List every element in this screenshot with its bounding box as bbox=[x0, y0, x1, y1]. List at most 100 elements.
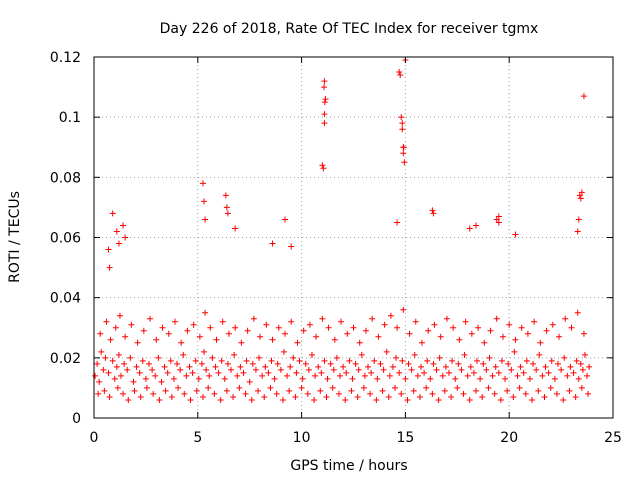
data-point bbox=[318, 369, 325, 376]
data-point bbox=[458, 366, 465, 373]
data-point bbox=[575, 216, 582, 223]
data-point bbox=[319, 162, 326, 169]
data-point bbox=[321, 84, 328, 91]
data-point bbox=[133, 363, 140, 370]
data-point bbox=[385, 393, 392, 400]
data-point bbox=[217, 396, 224, 403]
data-point bbox=[520, 369, 527, 376]
data-point bbox=[189, 369, 196, 376]
data-point bbox=[461, 351, 468, 358]
data-point bbox=[495, 369, 502, 376]
data-point bbox=[321, 99, 328, 106]
data-point bbox=[100, 366, 107, 373]
data-point bbox=[223, 387, 230, 394]
data-point bbox=[560, 396, 567, 403]
data-point bbox=[398, 114, 405, 121]
data-point bbox=[329, 384, 336, 391]
data-point bbox=[398, 390, 405, 397]
data-point bbox=[475, 324, 482, 331]
data-point bbox=[584, 372, 591, 379]
data-point bbox=[180, 351, 187, 358]
data-point bbox=[224, 360, 231, 367]
data-point bbox=[554, 360, 561, 367]
data-point bbox=[279, 396, 286, 403]
data-point bbox=[116, 312, 123, 319]
data-point bbox=[315, 363, 322, 370]
data-point bbox=[365, 363, 372, 370]
data-point bbox=[524, 330, 531, 337]
data-point bbox=[436, 354, 443, 361]
data-point bbox=[522, 390, 529, 397]
data-point bbox=[97, 330, 104, 337]
data-point bbox=[311, 396, 318, 403]
data-point bbox=[578, 384, 585, 391]
data-point bbox=[244, 327, 251, 334]
data-point bbox=[340, 363, 347, 370]
data-point bbox=[313, 333, 320, 340]
data-point bbox=[142, 375, 149, 382]
data-point bbox=[215, 369, 222, 376]
data-point bbox=[324, 375, 331, 382]
data-point bbox=[331, 336, 338, 343]
data-point bbox=[441, 387, 448, 394]
data-point bbox=[576, 192, 583, 199]
data-point bbox=[187, 396, 194, 403]
data-point bbox=[305, 366, 312, 373]
data-point bbox=[368, 369, 375, 376]
data-point bbox=[302, 360, 309, 367]
data-point bbox=[114, 384, 121, 391]
data-point bbox=[464, 372, 471, 379]
data-point bbox=[414, 372, 421, 379]
data-point bbox=[549, 321, 556, 328]
data-point bbox=[547, 384, 554, 391]
data-point bbox=[564, 372, 571, 379]
data-point bbox=[165, 330, 172, 337]
data-point bbox=[105, 246, 112, 253]
data-point bbox=[96, 378, 103, 385]
data-point bbox=[317, 387, 324, 394]
y-tick-label: 0.12 bbox=[50, 50, 81, 66]
data-point bbox=[430, 210, 437, 217]
data-point bbox=[292, 393, 299, 400]
data-point bbox=[255, 387, 262, 394]
data-point bbox=[202, 309, 209, 316]
data-point bbox=[454, 384, 461, 391]
data-point bbox=[489, 372, 496, 379]
data-point bbox=[344, 330, 351, 337]
data-point bbox=[147, 315, 154, 322]
data-point bbox=[234, 372, 241, 379]
data-point bbox=[153, 336, 160, 343]
data-point bbox=[249, 360, 256, 367]
data-point bbox=[115, 240, 122, 247]
data-point bbox=[536, 351, 543, 358]
data-point bbox=[212, 363, 219, 370]
chart-title: Day 226 of 2018, Rate Of TEC Index for r… bbox=[160, 21, 539, 37]
data-point bbox=[543, 327, 550, 334]
data-point bbox=[223, 204, 230, 211]
data-point bbox=[404, 396, 411, 403]
data-point bbox=[572, 393, 579, 400]
data-point bbox=[455, 360, 462, 367]
data-point bbox=[319, 315, 326, 322]
data-point bbox=[348, 387, 355, 394]
data-point bbox=[585, 390, 592, 397]
data-point bbox=[493, 315, 500, 322]
data-point bbox=[120, 222, 127, 229]
data-point bbox=[355, 366, 362, 373]
data-point bbox=[399, 120, 406, 127]
data-point bbox=[274, 360, 281, 367]
data-point bbox=[330, 366, 337, 373]
data-point bbox=[222, 192, 229, 199]
data-point bbox=[262, 363, 269, 370]
data-point bbox=[158, 378, 165, 385]
data-point bbox=[121, 360, 128, 367]
data-point bbox=[443, 315, 450, 322]
data-point bbox=[131, 387, 138, 394]
data-point bbox=[498, 357, 505, 364]
data-point bbox=[485, 384, 492, 391]
data-point bbox=[502, 375, 509, 382]
data-point bbox=[225, 330, 232, 337]
data-point bbox=[448, 393, 455, 400]
data-point bbox=[383, 348, 390, 355]
data-point bbox=[580, 93, 587, 100]
